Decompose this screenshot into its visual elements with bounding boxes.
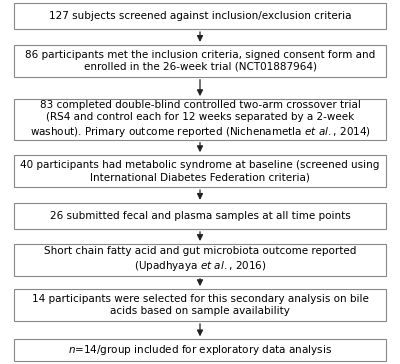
- FancyBboxPatch shape: [14, 155, 386, 187]
- FancyBboxPatch shape: [14, 45, 386, 77]
- Text: $\it{n}$=14/group included for exploratory data analysis: $\it{n}$=14/group included for explorato…: [68, 343, 332, 357]
- Text: 40 participants had metabolic syndrome at baseline (screened using
International: 40 participants had metabolic syndrome a…: [20, 160, 380, 182]
- Text: Short chain fatty acid and gut microbiota outcome reported
(Upadhyaya $\it{et\ a: Short chain fatty acid and gut microbiot…: [44, 246, 356, 273]
- FancyBboxPatch shape: [14, 244, 386, 276]
- FancyBboxPatch shape: [14, 289, 386, 321]
- Text: 127 subjects screened against inclusion/exclusion criteria: 127 subjects screened against inclusion/…: [49, 11, 351, 21]
- FancyBboxPatch shape: [14, 99, 386, 140]
- Text: 26 submitted fecal and plasma samples at all time points: 26 submitted fecal and plasma samples at…: [50, 211, 350, 221]
- FancyBboxPatch shape: [14, 203, 386, 229]
- FancyBboxPatch shape: [14, 339, 386, 361]
- Text: 14 participants were selected for this secondary analysis on bile
acids based on: 14 participants were selected for this s…: [32, 294, 368, 316]
- Text: 83 completed double-blind controlled two-arm crossover trial
(RS4 and control ea: 83 completed double-blind controlled two…: [30, 100, 370, 139]
- FancyBboxPatch shape: [14, 3, 386, 29]
- Text: 86 participants met the inclusion criteria, signed consent form and
enrolled in : 86 participants met the inclusion criter…: [25, 50, 375, 72]
